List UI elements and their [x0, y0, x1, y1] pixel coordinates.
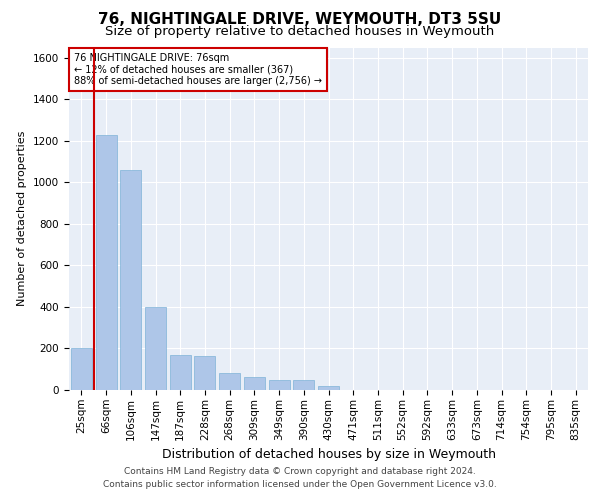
Text: 76 NIGHTINGALE DRIVE: 76sqm
← 12% of detached houses are smaller (367)
88% of se: 76 NIGHTINGALE DRIVE: 76sqm ← 12% of det… — [74, 52, 322, 86]
Text: Size of property relative to detached houses in Weymouth: Size of property relative to detached ho… — [106, 25, 494, 38]
Bar — [269, 380, 290, 390]
Bar — [120, 170, 141, 390]
Bar — [244, 376, 265, 390]
Bar — [170, 354, 191, 390]
Bar — [219, 374, 240, 390]
Bar — [318, 386, 339, 390]
Bar — [95, 134, 116, 390]
Bar — [145, 307, 166, 390]
Y-axis label: Number of detached properties: Number of detached properties — [17, 131, 28, 306]
Bar — [71, 348, 92, 390]
Text: 76, NIGHTINGALE DRIVE, WEYMOUTH, DT3 5SU: 76, NIGHTINGALE DRIVE, WEYMOUTH, DT3 5SU — [98, 12, 502, 28]
Text: Contains HM Land Registry data © Crown copyright and database right 2024.: Contains HM Land Registry data © Crown c… — [124, 467, 476, 476]
Bar — [194, 356, 215, 390]
Bar — [293, 380, 314, 390]
Text: Contains public sector information licensed under the Open Government Licence v3: Contains public sector information licen… — [103, 480, 497, 489]
X-axis label: Distribution of detached houses by size in Weymouth: Distribution of detached houses by size … — [161, 448, 496, 461]
